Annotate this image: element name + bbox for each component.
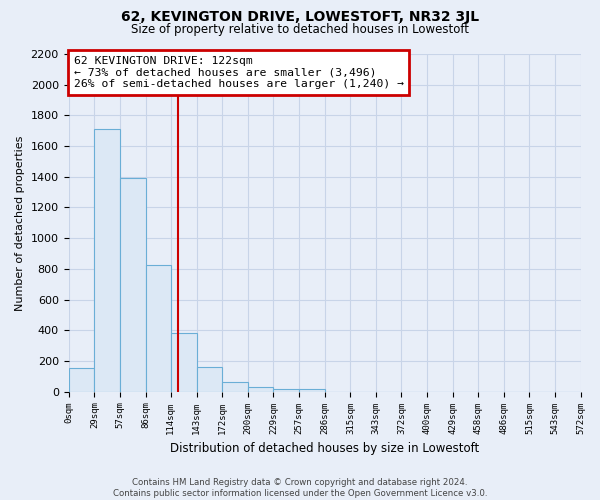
Bar bbox=[68, 368, 94, 392]
Bar bbox=[248, 387, 274, 392]
Text: 62 KEVINGTON DRIVE: 122sqm
← 73% of detached houses are smaller (3,496)
26% of s: 62 KEVINGTON DRIVE: 122sqm ← 73% of deta… bbox=[74, 56, 404, 89]
Bar bbox=[223, 382, 248, 392]
Text: Contains HM Land Registry data © Crown copyright and database right 2024.
Contai: Contains HM Land Registry data © Crown c… bbox=[113, 478, 487, 498]
Bar bbox=[170, 334, 197, 392]
Text: Size of property relative to detached houses in Lowestoft: Size of property relative to detached ho… bbox=[131, 22, 469, 36]
Bar bbox=[197, 367, 223, 392]
Bar bbox=[119, 178, 146, 392]
Y-axis label: Number of detached properties: Number of detached properties bbox=[15, 135, 25, 310]
Bar bbox=[146, 265, 170, 392]
Bar bbox=[274, 388, 299, 392]
X-axis label: Distribution of detached houses by size in Lowestoft: Distribution of detached houses by size … bbox=[170, 442, 479, 455]
Text: 62, KEVINGTON DRIVE, LOWESTOFT, NR32 3JL: 62, KEVINGTON DRIVE, LOWESTOFT, NR32 3JL bbox=[121, 10, 479, 24]
Bar bbox=[299, 388, 325, 392]
Bar bbox=[94, 129, 119, 392]
